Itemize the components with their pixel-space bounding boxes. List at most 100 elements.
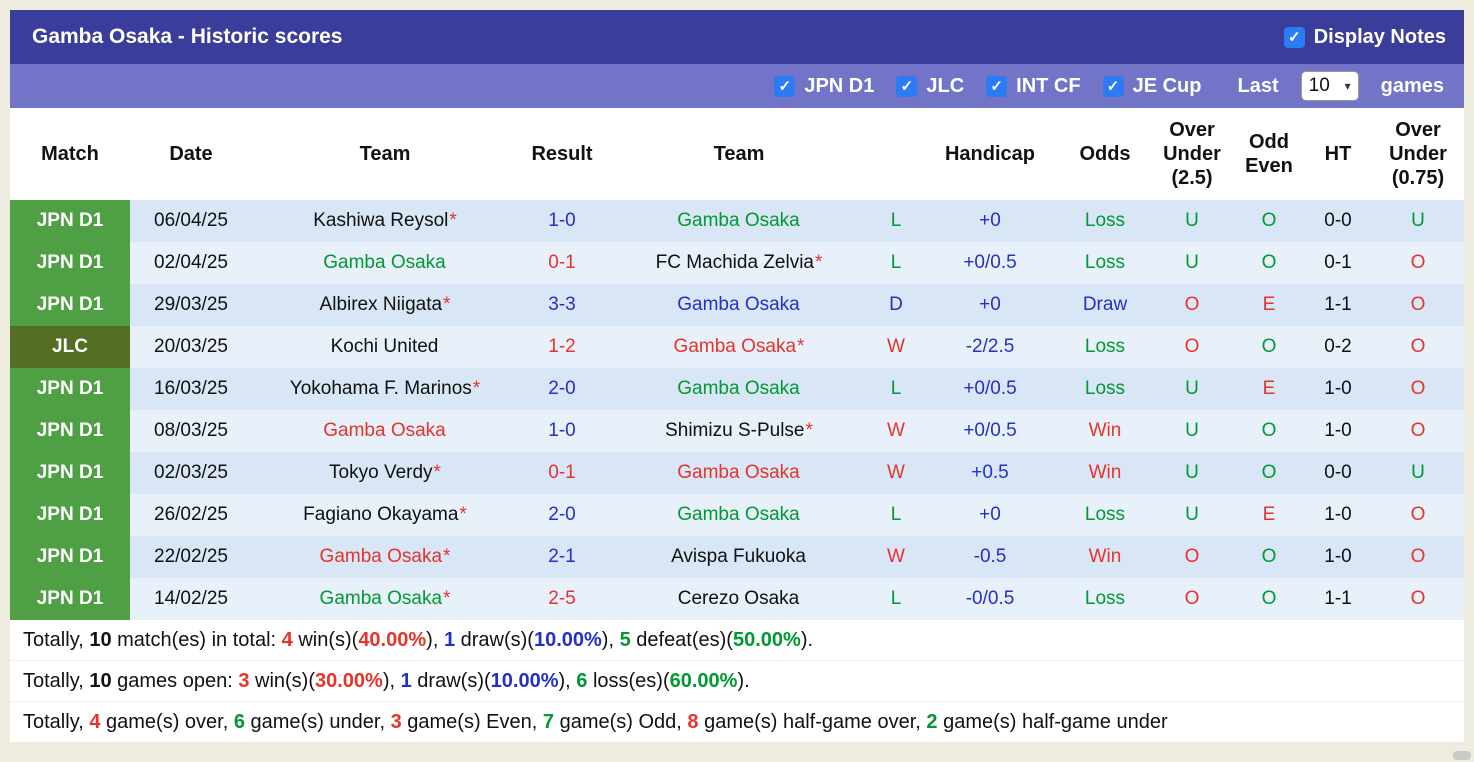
match-date: 02/04/25: [154, 252, 228, 273]
score: 3-3: [548, 294, 576, 315]
col-header-over-under-075: Over Under (0.75): [1389, 119, 1447, 189]
league-badge: JPN D1: [10, 452, 130, 494]
match-date: 29/03/25: [154, 294, 228, 315]
over-under-25: O: [1184, 294, 1200, 315]
summary-section: Totally, 10 match(es) in total: 4 win(s)…: [10, 620, 1464, 742]
league-badge: JPN D1: [10, 284, 130, 326]
match-date: 20/03/25: [154, 336, 228, 357]
league-badge: JPN D1: [10, 494, 130, 536]
scrollbar-thumb[interactable]: [1453, 751, 1471, 760]
home-star: *: [433, 462, 441, 483]
league-badge: JPN D1: [10, 242, 130, 284]
table-row: JPN D1 16/03/25 Yokohama F. Marinos * 2-0…: [10, 368, 1464, 410]
odds-result: Loss: [1084, 378, 1126, 399]
league-badge: JPN D1: [10, 368, 130, 410]
display-notes-label: Display Notes: [1313, 25, 1446, 48]
over-under-075: O: [1410, 294, 1426, 315]
historic-scores-panel: Gamba Osaka - Historic scores ✓ Display …: [10, 10, 1464, 742]
filter-item-jlc[interactable]: ✓ JLC: [896, 75, 964, 98]
away-team: Gamba Osaka: [677, 378, 800, 399]
summary-text-segment: ),: [426, 629, 444, 651]
int-cf-checkbox[interactable]: ✓: [986, 75, 1008, 97]
over-under-075: U: [1411, 462, 1425, 483]
games-count-select[interactable]: 10 ▾: [1300, 71, 1359, 101]
col-header-handicap: Handicap: [944, 143, 1036, 165]
over-under-075: O: [1410, 336, 1426, 357]
odds-result: Draw: [1082, 294, 1128, 315]
table-row: JPN D1 26/02/25 Fagiano Okayama * 2-0 Gam…: [10, 494, 1464, 536]
home-team: Kochi United: [330, 336, 439, 357]
summary-text-segment: 4: [281, 629, 293, 651]
odds-result: Loss: [1084, 504, 1126, 525]
title-bar: Gamba Osaka - Historic scores ✓ Display …: [10, 10, 1464, 64]
result-letter: D: [889, 294, 903, 315]
col-header-ht: HT: [1324, 143, 1352, 165]
home-star: *: [459, 504, 467, 525]
col-header-odds: Odds: [1079, 143, 1131, 165]
table-row: JPN D1 02/04/25 Gamba Osaka 0-1 FC Machi…: [10, 242, 1464, 284]
summary-text-segment: ).: [737, 670, 750, 692]
match-date: 06/04/25: [154, 210, 228, 231]
over-under-075: U: [1411, 210, 1425, 231]
jpn-d1-checkbox[interactable]: ✓: [774, 75, 796, 97]
ht-score: 0-1: [1324, 252, 1352, 273]
last-label: Last: [1237, 74, 1279, 97]
display-notes-toggle[interactable]: ✓ Display Notes: [1283, 25, 1446, 49]
home-star: *: [472, 378, 481, 399]
summary-text-segment: games open:: [111, 670, 239, 692]
summary-text-segment: 50.00%: [732, 629, 801, 651]
handicap-value: +0: [979, 210, 1001, 231]
games-count-value: 10: [1308, 75, 1330, 96]
summary-text-segment: 1: [400, 670, 412, 692]
away-team: Shimizu S-Pulse *: [665, 420, 813, 441]
summary-text-segment: 3: [238, 670, 250, 692]
filter-item-jpn-d1[interactable]: ✓ JPN D1: [774, 75, 874, 98]
score: 1-0: [548, 420, 576, 441]
handicap-value: +0/0.5: [963, 378, 1017, 399]
games-label: games: [1380, 74, 1444, 97]
summary-text-segment: ),: [382, 670, 401, 692]
col-header-away-team: Team: [713, 143, 765, 165]
filter-item-je-cup[interactable]: ✓ JE Cup: [1102, 74, 1202, 98]
home-team: Fagiano Okayama *: [303, 504, 467, 525]
filter-label-jlc: JLC: [926, 74, 965, 97]
score: 2-0: [548, 378, 576, 399]
score: 0-1: [548, 252, 576, 273]
over-under-25: U: [1185, 504, 1199, 525]
summary-text-segment: ),: [601, 629, 620, 651]
col-header-result: Result: [531, 143, 593, 165]
over-under-075: O: [1410, 504, 1426, 525]
summary-text-segment: 40.00%: [358, 629, 427, 651]
ht-score: 1-1: [1324, 294, 1352, 315]
odds-result: Loss: [1084, 588, 1126, 609]
home-team: Gamba Osaka *: [319, 546, 451, 567]
table-row: JLC 20/03/25 Kochi United 1-2 Gamba Osak…: [10, 326, 1464, 368]
summary-text-segment: Totally,: [23, 629, 90, 651]
handicap-value: +0/0.5: [963, 420, 1017, 441]
summary-text-segment: win(s)(: [249, 670, 315, 692]
summary-text-segment: 2: [926, 711, 938, 733]
filter-label-je-cup: JE Cup: [1132, 74, 1202, 97]
col-header-over-under-25: Over Under (2.5): [1163, 119, 1221, 189]
col-header-odd-even: Odd Even: [1245, 131, 1293, 177]
summary-text-segment: 10.00%: [533, 629, 602, 651]
col-header-match: Match: [41, 143, 99, 165]
handicap-value: -2/2.5: [965, 336, 1015, 357]
ht-score: 0-2: [1324, 336, 1352, 357]
summary-text-segment: game(s) under,: [244, 711, 391, 733]
ht-score: 1-0: [1324, 546, 1352, 567]
display-notes-checkbox[interactable]: ✓: [1283, 26, 1305, 48]
away-team: Gamba Osaka: [677, 504, 800, 525]
je-cup-checkbox[interactable]: ✓: [1102, 75, 1124, 97]
away-star: *: [797, 336, 805, 357]
jlc-checkbox[interactable]: ✓: [896, 75, 918, 97]
score: 1-2: [548, 336, 576, 357]
over-under-25: U: [1185, 462, 1199, 483]
match-date: 14/02/25: [154, 588, 228, 609]
result-letter: W: [887, 420, 905, 441]
filter-item-int-cf[interactable]: ✓ INT CF: [986, 75, 1081, 98]
handicap-value: +0: [979, 294, 1001, 315]
summary-text-segment: 30.00%: [315, 670, 383, 692]
over-under-25: U: [1185, 420, 1199, 441]
league-badge: JPN D1: [10, 536, 130, 578]
